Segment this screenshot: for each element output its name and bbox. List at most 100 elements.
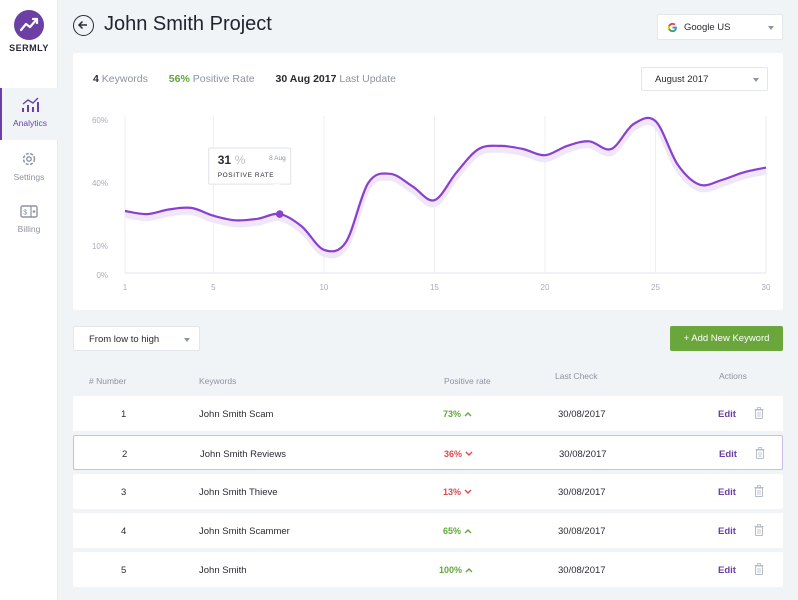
x-tick-label: 10: [319, 283, 328, 292]
trash-icon[interactable]: [754, 407, 764, 419]
row-number: 3: [121, 487, 127, 498]
tooltip-value: 31: [218, 153, 232, 167]
sidebar-item-label: Analytics: [12, 118, 47, 128]
chart-card: 4 Keywords 56% Positive Rate 30 Aug 2017…: [73, 53, 783, 310]
trash-icon[interactable]: [755, 447, 765, 459]
add-keyword-button[interactable]: + Add New Keyword: [670, 326, 783, 351]
sidebar-item-settings[interactable]: Settings: [0, 142, 58, 194]
chevron-down-icon: [768, 26, 774, 30]
header-number: # Number: [89, 376, 127, 386]
month-select[interactable]: August 2017: [641, 67, 768, 91]
sidebar-item-label: Billing: [17, 224, 41, 234]
x-tick-label: 25: [651, 283, 660, 292]
row-number: 5: [121, 565, 127, 576]
sidebar-item-billing[interactable]: $ Billing: [0, 194, 58, 246]
chevron-down-icon: [753, 78, 759, 82]
x-tick-label: 20: [541, 283, 550, 292]
table-row[interactable]: 3 John Smith Thieve 13% 30/08/2017 Edit: [73, 474, 783, 509]
row-positive-rate: 65%: [443, 526, 462, 536]
billing-icon: $: [20, 205, 38, 218]
tooltip-arrow: [272, 184, 280, 192]
chevron-up-icon: [464, 412, 472, 417]
edit-link[interactable]: Edit: [718, 487, 736, 498]
row-keyword: John Smith Reviews: [200, 449, 287, 460]
edit-link[interactable]: Edit: [718, 565, 736, 576]
table-row[interactable]: 2 John Smith Reviews 36% 30/08/2017 Edit: [73, 435, 783, 470]
analytics-icon: [22, 97, 39, 112]
brand-name: SERMLY: [9, 43, 49, 53]
table-row[interactable]: 4 John Smith Scammer 65% 30/08/2017 Edit: [73, 513, 783, 548]
page-title: John Smith Project: [104, 13, 272, 35]
highlight-point: [275, 210, 284, 218]
svg-text:$: $: [23, 210, 27, 217]
month-select-value: August 2017: [655, 74, 709, 85]
arrow-left-icon: [77, 20, 87, 30]
keywords-count: 4: [93, 73, 99, 85]
row-keyword: John Smith: [199, 565, 247, 576]
positive-rate-value: 56%: [168, 73, 190, 85]
tooltip-label: POSITIVE RATE: [218, 172, 275, 179]
stats-bar: 4 Keywords 56% Positive Rate 30 Aug 2017…: [93, 73, 414, 85]
tooltip-box: [208, 147, 292, 185]
edit-link[interactable]: Edit: [718, 409, 736, 420]
series-line-shadow: [124, 118, 767, 259]
row-number: 4: [121, 526, 127, 537]
chevron-up-icon: [465, 568, 473, 573]
keywords-label: Keywords: [101, 73, 148, 85]
chevron-down-icon: [184, 338, 190, 342]
row-number: 1: [121, 409, 127, 420]
sidebar: SERMLY Analytics Settings $ Billing: [0, 0, 58, 600]
row-last-check: 30/08/2017: [558, 565, 606, 576]
row-last-check: 30/08/2017: [558, 526, 606, 537]
trash-icon[interactable]: [754, 563, 764, 575]
last-update-value: 30 Aug 2017: [275, 73, 337, 85]
search-engine-value: Google US: [684, 22, 731, 33]
row-positive-rate: 100%: [439, 565, 463, 575]
logo-mark-icon: [14, 10, 44, 40]
trash-icon[interactable]: [754, 524, 764, 536]
header-keywords: Keywords: [199, 376, 237, 386]
x-tick-label: 5: [211, 283, 216, 292]
tooltip-date: 8 Aug: [269, 155, 286, 162]
row-positive-rate: 13%: [443, 487, 462, 497]
row-positive-rate: 73%: [443, 409, 462, 419]
last-update-label: Last Update: [339, 73, 396, 85]
tooltip-unit: %: [235, 153, 246, 167]
y-tick-label: 10%: [92, 242, 108, 251]
table-row[interactable]: 5 John Smith 100% 30/08/2017 Edit: [73, 552, 783, 587]
logo[interactable]: SERMLY: [0, 10, 58, 53]
back-button[interactable]: [73, 15, 94, 36]
row-last-check: 30/08/2017: [558, 409, 606, 420]
row-positive-rate: 36%: [444, 449, 463, 459]
series-line: [124, 116, 767, 253]
google-icon: [667, 22, 677, 33]
trash-icon[interactable]: [754, 485, 764, 497]
sidebar-item-analytics[interactable]: Analytics: [0, 88, 58, 140]
y-tick-label: 60%: [92, 116, 108, 125]
header-actions: Actions: [719, 371, 747, 381]
row-keyword: John Smith Scammer: [199, 526, 290, 537]
row-last-check: 30/08/2017: [558, 487, 606, 498]
chevron-up-icon: [464, 529, 472, 534]
chevron-down-icon: [465, 451, 473, 456]
y-tick-label: 0%: [96, 271, 108, 280]
table-row[interactable]: 1 John Smith Scam 73% 30/08/2017 Edit: [73, 396, 783, 431]
header-positive-rate: Positive rate: [444, 376, 491, 386]
gear-icon: [22, 152, 36, 166]
header-last-check: Last Check: [555, 371, 598, 381]
y-tick-label: 40%: [92, 179, 108, 188]
x-tick-label: 15: [430, 283, 439, 292]
sort-select-value: From low to high: [89, 334, 160, 345]
sort-select[interactable]: From low to high: [73, 326, 200, 351]
row-keyword: John Smith Scam: [199, 409, 274, 420]
sidebar-item-label: Settings: [13, 172, 45, 182]
positive-rate-label: Positive Rate: [192, 73, 255, 85]
edit-link[interactable]: Edit: [718, 526, 736, 537]
x-tick-label: 1: [123, 283, 128, 292]
search-engine-select[interactable]: Google US: [657, 14, 783, 40]
row-keyword: John Smith Thieve: [199, 487, 278, 498]
x-tick-label: 30: [762, 283, 771, 292]
edit-link[interactable]: Edit: [719, 449, 737, 460]
row-last-check: 30/08/2017: [559, 449, 607, 460]
